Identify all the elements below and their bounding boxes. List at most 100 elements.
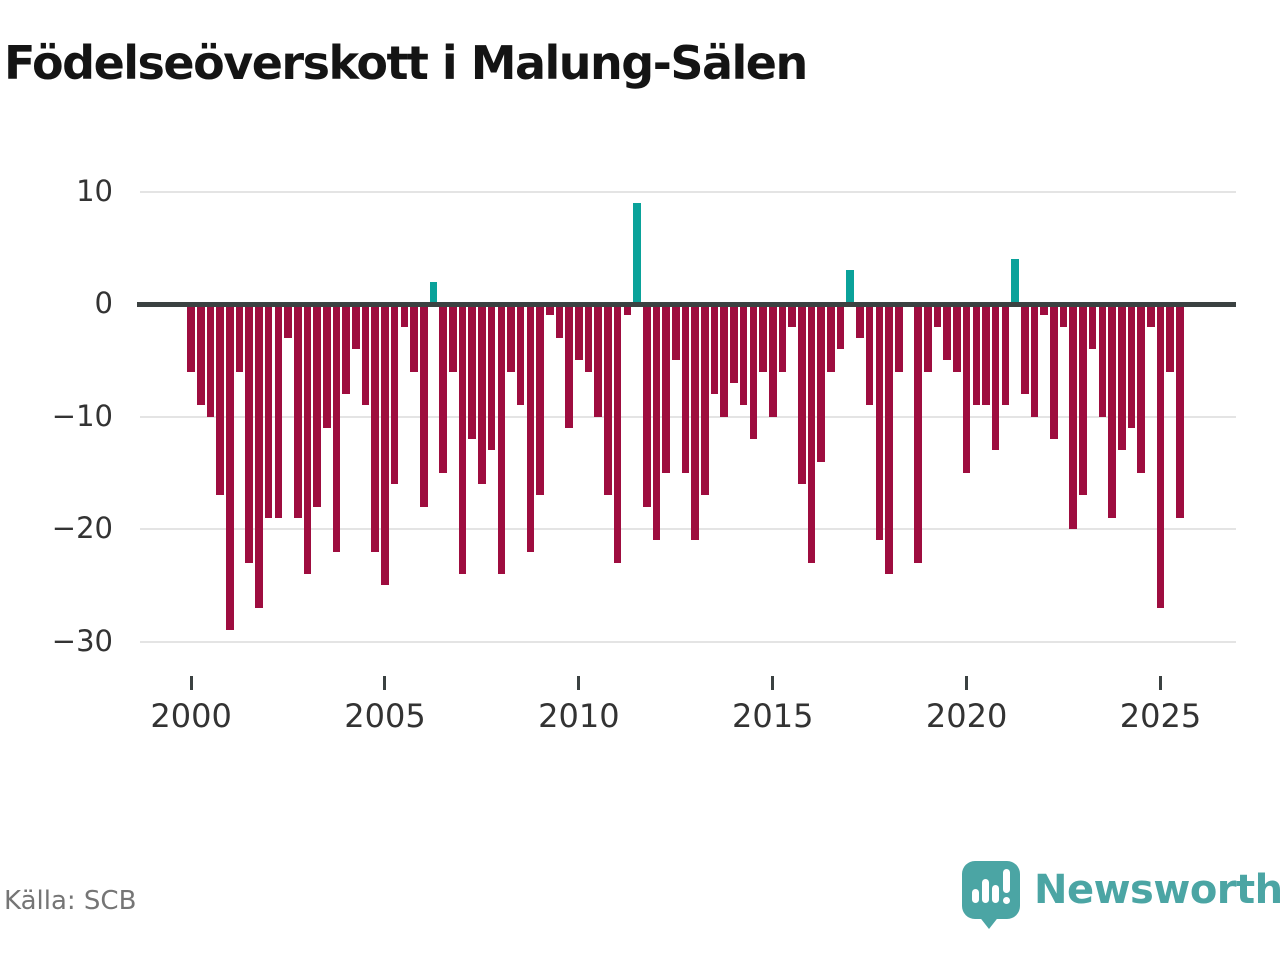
bar-2004-Q1 xyxy=(342,304,350,394)
bar-2019-Q3 xyxy=(943,304,952,361)
x-axis-tick-2010 xyxy=(577,676,581,690)
bar-2025-Q2 xyxy=(1166,304,1174,372)
bar-2019-Q1 xyxy=(924,304,932,372)
x-axis-tick-2015 xyxy=(771,676,775,690)
bar-2015-Q4 xyxy=(798,304,806,484)
bar-2012-Q4 xyxy=(681,304,690,473)
bar-2020-Q2 xyxy=(972,304,981,406)
bar-2008-Q1 xyxy=(497,304,506,574)
bar-2010-Q2 xyxy=(584,304,593,372)
bar-2002-Q1 xyxy=(264,304,273,518)
y-axis-label: −20 xyxy=(51,511,113,545)
x-axis-tick-2000 xyxy=(189,676,193,690)
bar-2005-Q2 xyxy=(390,304,399,484)
bar-2014-Q3 xyxy=(749,304,758,439)
bar-2023-Q3 xyxy=(1098,304,1107,417)
x-axis-label-2025: 2025 xyxy=(1119,697,1202,735)
bar-2000-Q1 xyxy=(187,304,195,372)
bar-2024-Q3 xyxy=(1137,304,1145,473)
logo-wordmark: Newsworthy xyxy=(1034,867,1280,913)
bar-2003-Q1 xyxy=(303,304,312,574)
bar-2010-Q4 xyxy=(604,304,612,496)
newsworthy-logo: Newsworthy xyxy=(962,861,1280,929)
bar-2003-Q3 xyxy=(323,304,331,428)
bar-2005-Q1 xyxy=(381,304,389,586)
bar-2024-Q4 xyxy=(1147,304,1155,327)
bar-2009-Q2 xyxy=(545,304,554,316)
bar-2005-Q4 xyxy=(410,304,418,372)
gridline-y--20 xyxy=(140,528,1236,530)
bar-2008-Q3 xyxy=(516,304,525,406)
bar-2022-Q2 xyxy=(1050,304,1058,439)
bar-2006-Q3 xyxy=(439,304,447,473)
logo-exclamation-icon xyxy=(1003,869,1010,893)
logo-speech-bubble-icon xyxy=(962,861,1020,919)
chart-title: Födelseöverskott i Malung-Sälen xyxy=(4,36,808,90)
bar-2025-Q1 xyxy=(1156,304,1165,608)
bar-2021-Q1 xyxy=(1001,304,1010,406)
bar-2022-Q1 xyxy=(1040,304,1048,316)
bar-2017-Q1 xyxy=(846,270,855,304)
bar-2020-Q3 xyxy=(982,304,990,406)
bar-2003-Q2 xyxy=(313,304,321,507)
bar-2015-Q2 xyxy=(778,304,787,372)
bar-2024-Q2 xyxy=(1127,304,1136,428)
bar-2003-Q4 xyxy=(332,304,341,552)
bar-2015-Q1 xyxy=(768,304,777,417)
bar-2013-Q1 xyxy=(691,304,699,541)
y-axis-label: 10 xyxy=(76,173,113,208)
bar-2018-Q4 xyxy=(914,304,922,563)
bar-2009-Q1 xyxy=(536,304,544,496)
logo-bar-icon xyxy=(982,879,989,903)
bar-2019-Q4 xyxy=(953,304,961,372)
bar-2008-Q2 xyxy=(507,304,515,372)
bar-2009-Q4 xyxy=(565,304,573,428)
bar-2013-Q2 xyxy=(701,304,709,496)
bar-2021-Q3 xyxy=(1020,304,1029,394)
bar-2018-Q1 xyxy=(885,304,893,574)
bar-2001-Q2 xyxy=(235,304,244,372)
x-axis-label-2020: 2020 xyxy=(925,697,1008,735)
bar-2017-Q3 xyxy=(865,304,874,406)
y-axis-label: 0 xyxy=(94,286,113,320)
bar-2021-Q2 xyxy=(1011,259,1019,304)
bar-2004-Q4 xyxy=(371,304,380,552)
bar-2011-Q1 xyxy=(613,304,622,563)
bar-2008-Q4 xyxy=(526,304,535,552)
x-axis-tick-2025 xyxy=(1159,676,1162,690)
logo-exclamation-dot-icon xyxy=(1003,897,1010,904)
source-note: Källa: SCB xyxy=(4,886,137,916)
x-axis-tick-2005 xyxy=(383,676,387,690)
bar-2012-Q3 xyxy=(672,304,680,361)
bar-2005-Q3 xyxy=(400,304,409,327)
bar-2014-Q4 xyxy=(759,304,767,372)
bar-2010-Q1 xyxy=(575,304,583,361)
bar-2006-Q1 xyxy=(419,304,428,507)
bar-2014-Q1 xyxy=(730,304,738,383)
x-axis-label-2015: 2015 xyxy=(732,697,814,735)
bar-2020-Q1 xyxy=(962,304,971,473)
bar-2023-Q4 xyxy=(1108,304,1116,518)
bar-2019-Q2 xyxy=(933,304,942,327)
bar-2022-Q3 xyxy=(1059,304,1068,327)
gridline-y--30 xyxy=(140,640,1236,643)
bar-2011-Q3 xyxy=(633,202,641,304)
logo-bar-icon xyxy=(992,885,999,903)
y-axis-label: −30 xyxy=(51,623,113,658)
bar-2021-Q4 xyxy=(1030,304,1039,417)
bar-2013-Q4 xyxy=(720,304,729,417)
bar-2000-Q2 xyxy=(196,304,205,406)
bar-2006-Q4 xyxy=(449,304,457,372)
bar-2017-Q2 xyxy=(856,304,864,338)
bar-2012-Q1 xyxy=(652,304,661,541)
bar-2015-Q3 xyxy=(788,304,796,327)
x-axis-label-2000: 2000 xyxy=(150,697,232,735)
bar-2002-Q3 xyxy=(284,304,292,338)
bar-2009-Q3 xyxy=(555,304,564,338)
bar-2007-Q3 xyxy=(478,304,486,484)
bar-2017-Q4 xyxy=(875,304,884,541)
bar-2020-Q4 xyxy=(991,304,1000,451)
gridline-y-10 xyxy=(140,190,1236,193)
bar-2023-Q2 xyxy=(1088,304,1097,349)
